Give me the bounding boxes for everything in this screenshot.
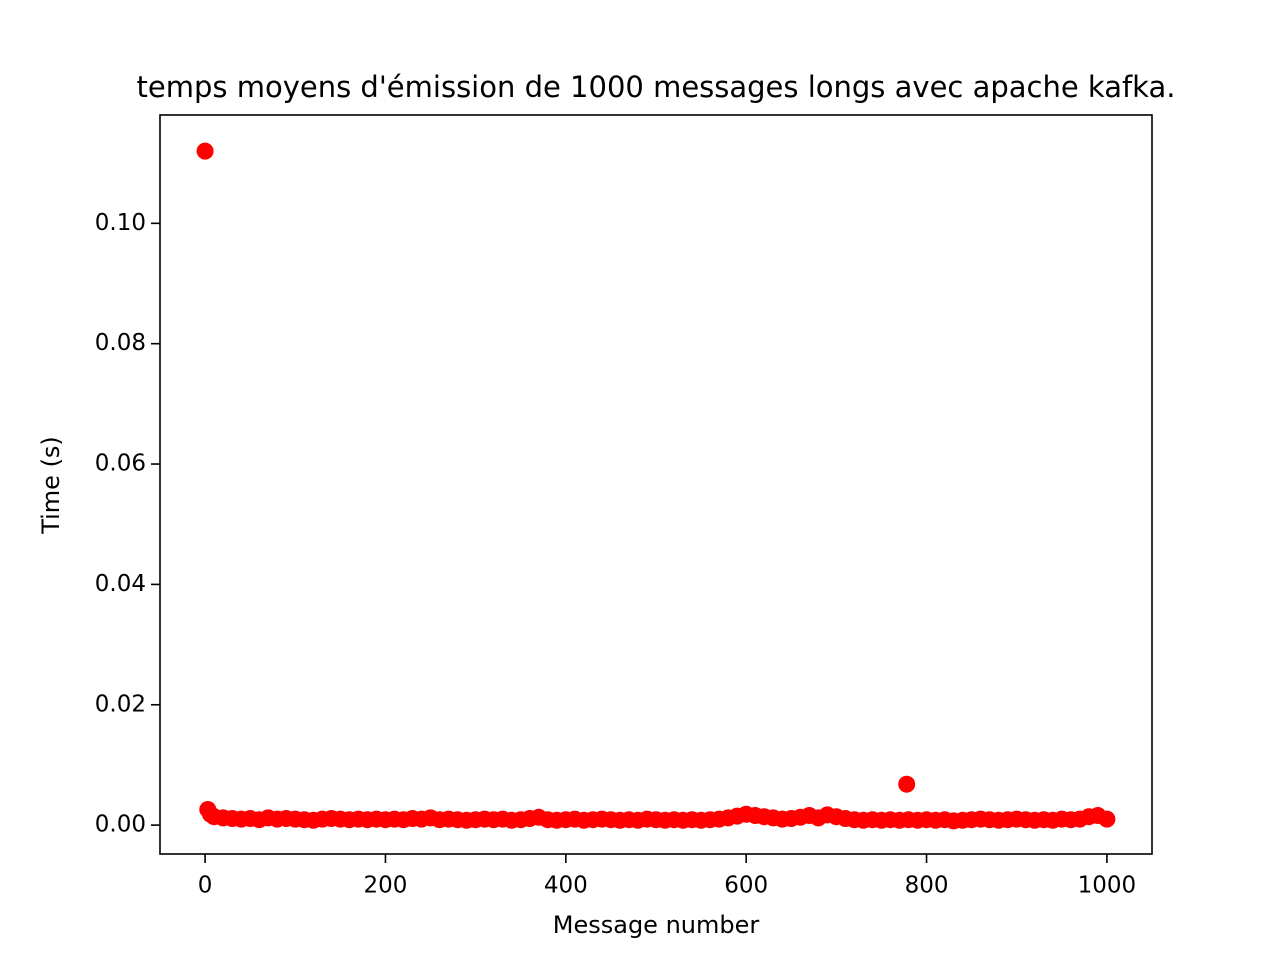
x-tick-label: 200 <box>364 873 408 899</box>
x-axis-label: Message number <box>553 911 760 939</box>
y-axis-label: Time (s) <box>37 436 65 535</box>
y-tick-label: 0.04 <box>95 571 146 597</box>
y-tick-label: 0.00 <box>95 812 146 838</box>
x-tick-label: 600 <box>724 873 768 899</box>
x-tick-label: 400 <box>544 873 588 899</box>
y-tick-label: 0.02 <box>95 691 146 717</box>
y-tick-label: 0.10 <box>95 210 146 236</box>
y-tick-label: 0.08 <box>95 330 146 356</box>
scatter-point <box>1098 810 1116 828</box>
x-tick-label: 800 <box>905 873 949 899</box>
y-tick-label: 0.06 <box>95 451 146 477</box>
plot-area <box>196 142 1116 830</box>
x-tick-label: 0 <box>198 873 213 899</box>
scatter-point <box>196 142 214 160</box>
x-tick-label: 1000 <box>1078 873 1137 899</box>
scatter-point <box>898 775 916 793</box>
chart-title: temps moyens d'émission de 1000 messages… <box>137 70 1176 104</box>
axes-frame <box>159 114 1153 855</box>
